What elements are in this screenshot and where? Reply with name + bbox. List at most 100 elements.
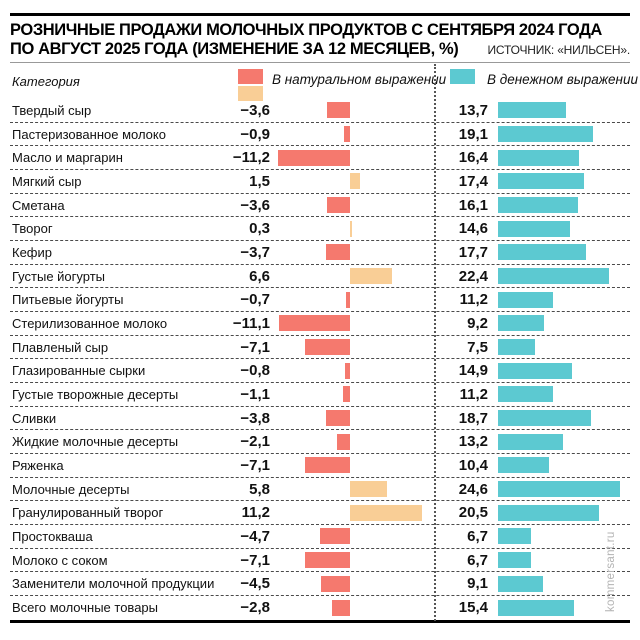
category-label: Масло и маргарин: [12, 150, 123, 166]
natural-bar-area: [270, 549, 442, 572]
table-row: Плавленый сыр −7,1 7,5: [10, 336, 630, 360]
natural-bar: [350, 173, 360, 190]
table-row: Густые йогурты 6,6 22,4: [10, 265, 630, 289]
natural-bar: [326, 197, 350, 214]
natural-value: 5,8: [249, 480, 270, 498]
natural-value: −11,1: [232, 314, 270, 332]
natural-value: −3,6: [240, 196, 270, 214]
natural-bar-area: [270, 312, 442, 335]
category-label: Гранулированный творог: [12, 505, 164, 521]
money-bar-area: [488, 336, 630, 359]
money-value: 14,6: [458, 220, 488, 238]
money-bar-area: [488, 478, 630, 501]
natural-bar: [304, 339, 350, 356]
money-bar-area: [488, 596, 630, 620]
natural-value: 11,2: [241, 504, 270, 522]
natural-bar-area: [270, 123, 442, 146]
money-swatch: [450, 69, 475, 84]
money-bar: [498, 268, 609, 285]
natural-bar-area: [270, 217, 442, 240]
table-row: Глазированные сырки −0,8 14,9: [10, 359, 630, 384]
legend-natural-label: В натуральном выражении: [272, 72, 447, 87]
money-bar: [498, 197, 578, 214]
category-label: Жидкие молочные десерты: [12, 434, 179, 450]
money-bar: [498, 339, 536, 356]
table-row: Молоко с соком −7,1 6,7: [10, 549, 630, 573]
natural-bar: [350, 504, 422, 521]
money-bar: [498, 149, 580, 166]
table-row: Мягкий сыр 1,5 17,4: [10, 170, 630, 194]
natural-value: −7,1: [240, 338, 270, 356]
natural-bar: [278, 315, 350, 332]
natural-bar-area: [270, 170, 442, 193]
table-row: Творог 0,3 14,6: [10, 217, 630, 242]
natural-bar: [350, 220, 352, 237]
money-bar: [498, 315, 544, 332]
money-bar-area: [488, 170, 630, 193]
natural-bar-area: [270, 407, 442, 430]
natural-value: −0,8: [240, 362, 270, 380]
money-value: 10,4: [458, 456, 488, 474]
money-bar-area: [488, 501, 630, 524]
money-bar: [498, 575, 544, 592]
title-block: РОЗНИЧНЫЕ ПРОДАЖИ МОЛОЧНЫХ ПРОДУКТОВ С С…: [10, 21, 630, 59]
category-label: Ряженка: [12, 457, 64, 473]
table-row: Питьевые йогурты −0,7 11,2: [10, 288, 630, 313]
category-label: Творог: [12, 221, 53, 237]
natural-value: −2,8: [240, 599, 270, 617]
table-row: Молочные десерты 5,8 24,6: [10, 478, 630, 502]
natural-bar-area: [270, 146, 442, 169]
category-label: Питьевые йогурты: [12, 292, 124, 308]
natural-bar: [342, 386, 350, 403]
money-bar: [498, 504, 600, 521]
natural-bar: [325, 410, 350, 427]
natural-value: −3,6: [240, 101, 270, 119]
natural-bar: [326, 102, 350, 119]
category-label: Сливки: [12, 410, 57, 426]
natural-value: −1,1: [240, 385, 270, 403]
money-bar: [498, 102, 566, 119]
money-bar-area: [488, 123, 630, 146]
table-row: Масло и маргарин −11,2 16,4: [10, 146, 630, 171]
natural-bar: [321, 575, 350, 592]
natural-bar-area: [270, 99, 442, 122]
natural-bar-area: [270, 454, 442, 477]
money-value: 17,4: [458, 172, 488, 190]
positive-swatch: [238, 86, 263, 101]
money-value: 18,7: [458, 409, 488, 427]
natural-bar-area: [270, 241, 442, 264]
money-bar-area: [488, 359, 630, 382]
natural-bar: [304, 457, 350, 474]
money-bar: [498, 244, 586, 261]
category-label: Глазированные сырки: [12, 363, 146, 379]
money-bar-area: [488, 99, 630, 122]
category-label: Мягкий сыр: [12, 173, 82, 189]
top-rule: [10, 13, 630, 16]
category-label: Пастеризованное молоко: [12, 126, 166, 142]
money-value: 9,2: [467, 314, 488, 332]
category-label: Стерилизованное молоко: [12, 315, 168, 331]
money-value: 13,2: [458, 433, 488, 451]
natural-bar-area: [270, 265, 442, 288]
money-bar-area: [488, 241, 630, 264]
natural-bar: [344, 126, 350, 142]
money-value: 20,5: [458, 504, 488, 522]
natural-value: −0,7: [240, 291, 270, 309]
table-row: Сливки −3,8 18,7: [10, 407, 630, 431]
money-value: 14,9: [458, 362, 488, 380]
source-label: ИСТОЧНИК: «НИЛЬСЕН».: [487, 43, 631, 57]
natural-bar: [278, 149, 350, 166]
natural-value: −0,9: [240, 125, 270, 143]
money-value: 7,5: [467, 338, 488, 356]
legend-money-label: В денежном выражении: [487, 72, 638, 87]
money-value: 17,7: [458, 243, 488, 261]
money-bar-area: [488, 525, 630, 548]
natural-value: 1,5: [249, 172, 270, 190]
money-bar: [498, 173, 585, 190]
money-bar-area: [488, 430, 630, 453]
table-row: Кефир −3,7 17,7: [10, 241, 630, 265]
natural-bar-area: [270, 336, 442, 359]
category-label: Плавленый сыр: [12, 339, 109, 355]
money-value: 6,7: [467, 551, 488, 569]
